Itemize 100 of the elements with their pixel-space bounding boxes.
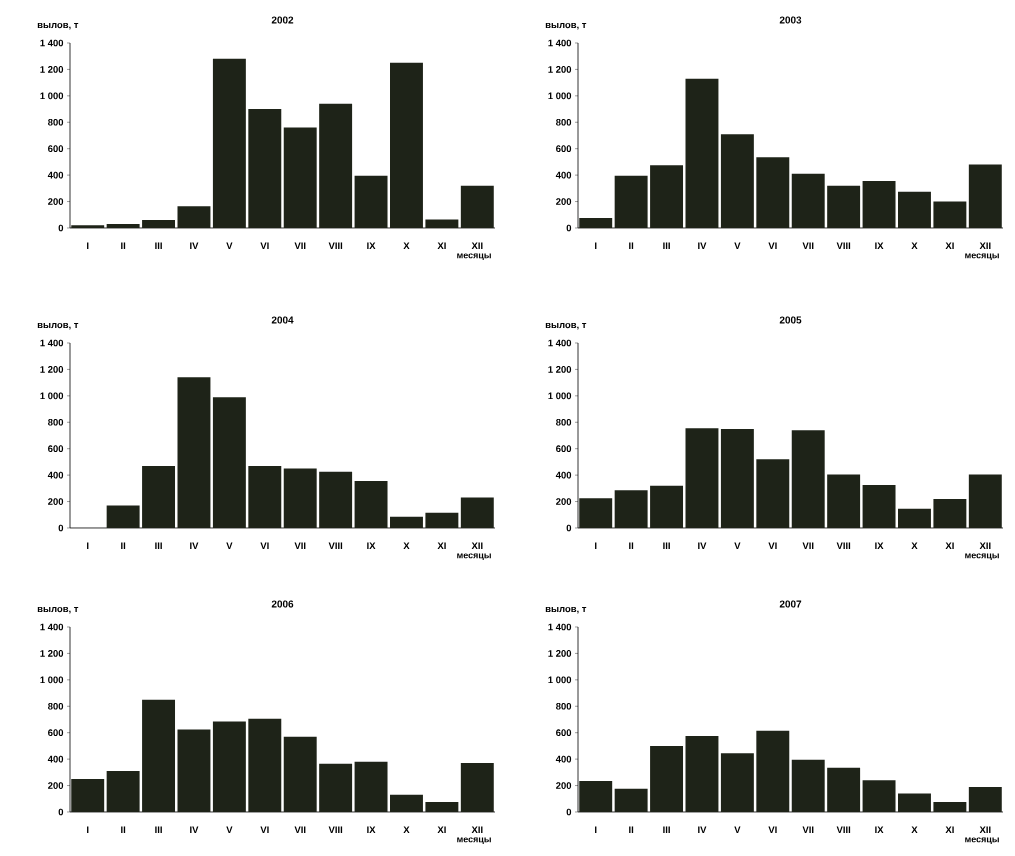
y-tick-label: 200 <box>556 498 572 505</box>
x-tick-label: XII <box>471 242 483 249</box>
bar <box>71 225 105 228</box>
chart-title: 2007 <box>779 600 802 608</box>
x-tick-label: XI <box>437 242 446 249</box>
y-tick-label: 1 200 <box>548 366 572 373</box>
bar <box>933 802 967 812</box>
bar <box>354 761 388 812</box>
bar <box>579 218 613 228</box>
bar <box>283 127 317 228</box>
bar <box>685 428 719 528</box>
bar <box>354 481 388 528</box>
bar <box>142 699 176 812</box>
bar <box>933 201 967 228</box>
bar <box>212 721 246 812</box>
x-tick-label: IX <box>875 542 884 549</box>
y-tick-label: 200 <box>556 198 572 205</box>
x-tick-label: II <box>629 542 634 549</box>
x-tick-label: II <box>629 826 634 833</box>
bar <box>933 498 967 528</box>
y-tick-label: 1 400 <box>40 39 64 47</box>
x-axis-title: месяцы <box>965 553 999 561</box>
x-tick-label: IX <box>875 826 884 833</box>
x-tick-label: II <box>629 242 634 249</box>
y-tick-label: 1 000 <box>40 92 64 100</box>
x-tick-label: VIII <box>328 242 343 249</box>
bar <box>177 729 211 812</box>
y-tick-label: 1 200 <box>40 66 64 73</box>
bar <box>898 191 931 228</box>
x-tick-label: X <box>911 826 918 833</box>
x-tick-label: IV <box>190 826 199 833</box>
y-tick-label: 1 400 <box>548 339 572 347</box>
x-tick-label: III <box>663 826 670 833</box>
bar <box>390 516 423 528</box>
x-tick-label: VIII <box>836 242 851 249</box>
bar <box>354 175 388 228</box>
x-tick-label: I <box>87 242 89 249</box>
y-tick-label: 600 <box>556 445 572 453</box>
x-tick-label: VI <box>768 826 777 833</box>
x-axis-title: месяцы <box>457 553 491 561</box>
x-tick-label: VI <box>260 242 269 249</box>
y-tick-label: 1 400 <box>40 623 64 631</box>
chart-title: 2006 <box>271 600 294 608</box>
bar <box>212 397 246 528</box>
bar <box>319 103 353 228</box>
bar <box>614 490 648 528</box>
chart-title: 2002 <box>271 16 294 24</box>
bar <box>898 793 931 812</box>
x-tick-label: III <box>663 542 670 549</box>
bar <box>862 485 896 528</box>
bar <box>650 485 684 528</box>
bar <box>319 471 353 528</box>
bar <box>283 736 317 812</box>
y-tick-label: 800 <box>48 118 64 126</box>
bar <box>390 794 423 812</box>
x-tick-label: VII <box>802 542 814 549</box>
y-tick-label: 400 <box>47 171 64 179</box>
y-tick-label: 0 <box>566 224 572 232</box>
y-tick-label: 600 <box>48 729 64 737</box>
y-tick-label: 400 <box>555 471 572 479</box>
bar <box>968 164 1002 228</box>
x-tick-label: III <box>155 242 162 249</box>
y-tick-label: 400 <box>555 755 572 763</box>
bar <box>968 786 1002 812</box>
x-axis-title: месяцы <box>965 253 999 261</box>
bar <box>614 788 648 812</box>
x-tick-label: V <box>734 242 741 249</box>
y-tick-label: 800 <box>556 418 572 426</box>
x-tick-label: VII <box>294 242 306 249</box>
y-tick-label: 0 <box>566 808 572 816</box>
x-tick-label: XII <box>471 542 483 549</box>
bar <box>827 767 861 812</box>
bar <box>71 778 105 812</box>
bar <box>756 730 790 812</box>
x-tick-label: I <box>87 826 89 833</box>
bar <box>425 512 459 528</box>
x-tick-label: XI <box>945 826 954 833</box>
x-tick-label: VI <box>768 242 777 249</box>
x-tick-label: IV <box>698 542 707 549</box>
x-tick-label: VI <box>260 542 269 549</box>
y-axis-title: вылов, т <box>37 22 79 30</box>
chart-title: 2004 <box>271 316 294 324</box>
x-tick-label: XII <box>979 826 991 833</box>
x-tick-label: X <box>911 542 918 549</box>
bar <box>827 474 861 528</box>
bar <box>212 58 246 228</box>
x-tick-label: X <box>911 242 918 249</box>
y-axis-title: вылов, т <box>37 606 79 614</box>
x-tick-label: IX <box>875 242 884 249</box>
bar <box>248 465 282 528</box>
bar <box>460 763 494 812</box>
x-tick-label: VII <box>294 542 306 549</box>
x-tick-label: V <box>226 242 233 249</box>
y-tick-label: 1 000 <box>40 392 64 400</box>
x-tick-label: VII <box>802 826 814 833</box>
x-axis-title: месяцы <box>965 837 999 845</box>
bar <box>248 109 282 228</box>
bar <box>283 468 317 528</box>
bar <box>720 428 754 528</box>
x-tick-label: XII <box>979 242 991 249</box>
